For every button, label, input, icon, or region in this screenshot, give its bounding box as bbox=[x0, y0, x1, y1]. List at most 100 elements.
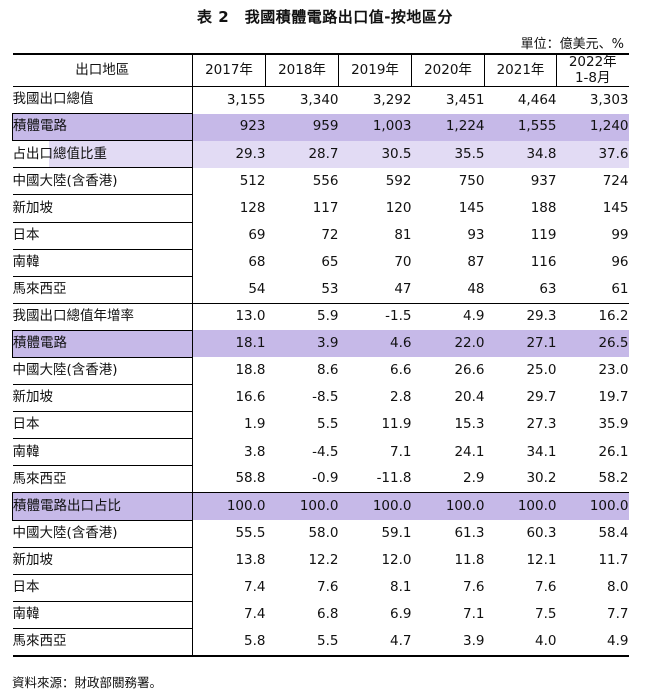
header-2017: 2017年 bbox=[192, 54, 266, 87]
cell-value: 119 bbox=[530, 226, 557, 243]
cell-value: 7.4 bbox=[192, 601, 266, 629]
cell-value: 959 bbox=[265, 113, 339, 141]
cell-value: 15.3 bbox=[454, 416, 485, 433]
table-row: 日本 1.9 5.5 11.9 15.3 27.3 35.9 bbox=[12, 411, 629, 439]
cell-value: 2.9 bbox=[463, 470, 485, 487]
row-label: 馬來西亞 bbox=[12, 627, 193, 657]
row-label: 中國大陸(含香港) bbox=[12, 519, 193, 548]
cell-value: 1,003 bbox=[338, 113, 412, 141]
cell-value: 7.6 bbox=[463, 579, 485, 596]
cell-value: -8.5 bbox=[312, 389, 339, 406]
cell-value: 29.3 bbox=[484, 302, 557, 331]
cell-value: 1,224 bbox=[411, 113, 485, 141]
cell-value: 116 bbox=[530, 253, 557, 270]
table-row: 積體電路出口占比 100.0 100.0 100.0 100.0 100.0 100.0 bbox=[12, 492, 629, 521]
row-label: 馬來西亞 bbox=[12, 275, 193, 304]
cell-value: 100.0 bbox=[484, 492, 557, 521]
cell-value: 11.7 bbox=[598, 551, 629, 568]
row-label: 中國大陸(含香港) bbox=[12, 167, 193, 195]
cell-value: 120 bbox=[385, 199, 412, 216]
cell-value: 100.0 bbox=[411, 492, 485, 521]
cell-value: 3,292 bbox=[372, 91, 412, 108]
cell-value: 26.6 bbox=[454, 362, 485, 379]
cell-value: 2.8 bbox=[390, 389, 412, 406]
cell-value: 100.0 bbox=[265, 492, 339, 521]
cell-value: 7.1 bbox=[463, 606, 485, 623]
cell-value: 7.5 bbox=[535, 606, 557, 623]
table-row: 南韓 68 65 70 87 116 96 bbox=[12, 248, 629, 277]
cell-value: 16.2 bbox=[556, 302, 629, 331]
cell-value: 7.6 bbox=[535, 579, 557, 596]
table-row: 馬來西亞 54 53 47 48 63 61 bbox=[12, 275, 629, 304]
cell-value: 724 bbox=[602, 172, 629, 189]
cell-value: 20.4 bbox=[454, 389, 485, 406]
cell-value: 65 bbox=[321, 253, 339, 270]
cell-value: 4.7 bbox=[338, 628, 412, 657]
cell-value: 23.0 bbox=[598, 362, 629, 379]
cell-value: 937 bbox=[530, 172, 557, 189]
cell-value: 68 bbox=[192, 249, 266, 277]
header-2021: 2021年 bbox=[484, 54, 557, 87]
cell-value: -1.5 bbox=[338, 302, 412, 331]
cell-value: 12.1 bbox=[526, 551, 557, 568]
table-row: 日本 69 72 81 93 119 99 bbox=[12, 221, 629, 250]
cell-value: 25.0 bbox=[526, 362, 557, 379]
row-label: 新加坡 bbox=[12, 194, 193, 222]
cell-value: 100.0 bbox=[192, 492, 266, 521]
cell-value: -4.5 bbox=[312, 443, 339, 460]
table-row: 馬來西亞 58.8 -0.9 -11.8 2.9 30.2 58.2 bbox=[12, 465, 629, 493]
cell-value: 100.0 bbox=[556, 492, 629, 521]
cell-value: 7.1 bbox=[390, 443, 412, 460]
table-row: 日本 7.4 7.6 8.1 7.6 7.6 8.0 bbox=[12, 573, 629, 602]
row-label: 占出口總值比重 bbox=[12, 140, 193, 168]
row-label: 我國出口總值 bbox=[12, 91, 94, 108]
cell-value: 58.8 bbox=[192, 465, 266, 493]
table-row: 積體電路 923 959 1,003 1,224 1,555 1,240 bbox=[12, 113, 629, 142]
cell-value: 8.1 bbox=[390, 579, 412, 596]
cell-value: 5.8 bbox=[192, 628, 266, 657]
cell-value: 4.9 bbox=[411, 302, 485, 331]
cell-value: 3,451 bbox=[445, 91, 485, 108]
cell-value: 117 bbox=[312, 199, 339, 216]
cell-value: 3.9 bbox=[411, 628, 485, 657]
cell-value: 96 bbox=[611, 253, 629, 270]
cell-value: 55.5 bbox=[192, 520, 266, 548]
cell-value: 58.2 bbox=[598, 470, 629, 487]
table-row: 我國出口總值 3,155 3,340 3,292 3,451 4,464 3,303 bbox=[12, 86, 629, 114]
cell-value: 27.3 bbox=[526, 416, 557, 433]
cell-value: 24.1 bbox=[454, 443, 485, 460]
row-label: 南韓 bbox=[12, 438, 193, 466]
header-row: 出口地區 2017年 2018年 2019年 2020年 2021年 2022年… bbox=[12, 54, 629, 87]
cell-value: 29.3 bbox=[192, 140, 266, 168]
cell-value: 93 bbox=[467, 226, 485, 243]
cell-value: 7.6 bbox=[317, 579, 339, 596]
row-label: 新加坡 bbox=[12, 384, 193, 412]
cell-value: 13.0 bbox=[192, 302, 266, 331]
cell-value: 145 bbox=[458, 199, 485, 216]
cell-value: 1,240 bbox=[556, 113, 629, 141]
cell-value: 16.6 bbox=[192, 384, 266, 412]
row-label: 積體電路出口占比 bbox=[12, 492, 193, 521]
cell-value: 4,464 bbox=[517, 91, 557, 108]
cell-value: 34.8 bbox=[484, 140, 557, 168]
table-row: 我國出口總值年增率 13.0 5.9 -1.5 4.9 29.3 16.2 bbox=[12, 302, 629, 331]
cell-value: 37.6 bbox=[556, 140, 629, 168]
cell-value: 556 bbox=[312, 172, 339, 189]
cell-value: 923 bbox=[192, 113, 266, 141]
export-table: 出口地區 2017年 2018年 2019年 2020年 2021年 2022年… bbox=[12, 53, 629, 657]
cell-value: 63 bbox=[539, 280, 557, 297]
row-label: 積體電路 bbox=[12, 113, 193, 142]
cell-value: 592 bbox=[385, 172, 412, 189]
cell-value: 188 bbox=[530, 199, 557, 216]
cell-value: 58.4 bbox=[598, 524, 629, 541]
cell-value: 72 bbox=[321, 226, 339, 243]
cell-value: 3.9 bbox=[265, 330, 339, 358]
cell-value: 12.2 bbox=[308, 551, 339, 568]
row-label: 南韓 bbox=[12, 600, 193, 629]
cell-value: 60.3 bbox=[526, 524, 557, 541]
cell-value: 1.9 bbox=[192, 411, 266, 439]
cell-value: 26.5 bbox=[556, 330, 629, 358]
cell-value: 3.8 bbox=[192, 438, 266, 466]
table-row: 中國大陸(含香港) 512 556 592 750 937 724 bbox=[12, 167, 629, 195]
cell-value: 61 bbox=[611, 280, 629, 297]
